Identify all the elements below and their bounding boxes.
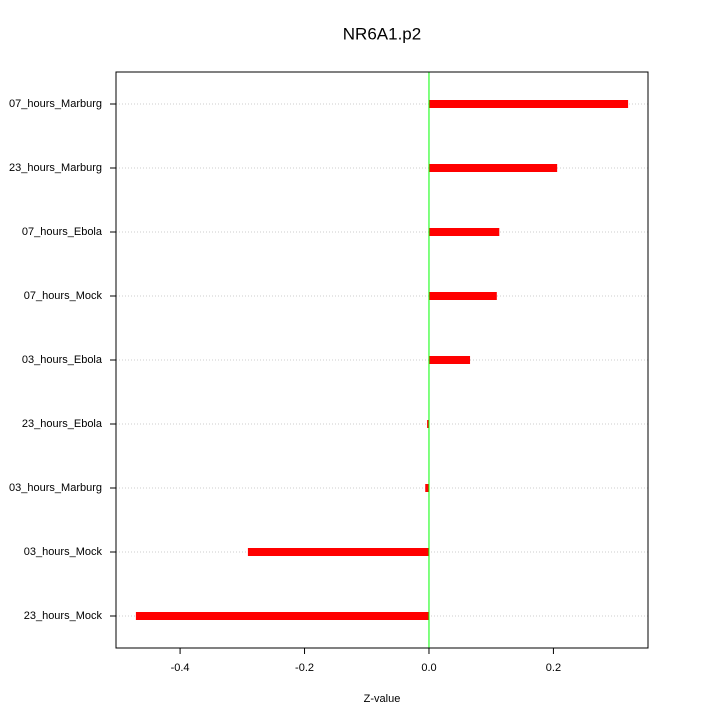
bar [247, 548, 429, 556]
y-tick-label: 03_hours_Mock [24, 546, 103, 558]
bar [427, 420, 429, 428]
bar [428, 228, 500, 236]
bar [428, 100, 629, 108]
y-tick-label: 23_hours_Mock [24, 610, 103, 622]
bar [425, 484, 429, 492]
y-tick-label: 07_hours_Marburg [9, 98, 102, 110]
y-tick-label: 07_hours_Mock [24, 290, 103, 302]
bar [428, 356, 471, 364]
x-tick-label: -0.2 [295, 662, 314, 674]
y-tick-label: 23_hours_Ebola [22, 418, 103, 430]
y-tick-label: 23_hours_Marburg [9, 162, 102, 174]
plot-frame [115, 71, 649, 649]
x-tick-label: 0.2 [546, 662, 561, 674]
bar [135, 612, 429, 620]
y-tick-label: 03_hours_Marburg [9, 482, 102, 494]
x-tick-label: -0.4 [171, 662, 190, 674]
y-tick-label: 03_hours_Ebola [22, 354, 103, 366]
chart-title: NR6A1.p2 [343, 24, 421, 43]
x-axis-label: Z-value [364, 693, 401, 705]
x-tick-label: 0.0 [421, 662, 436, 674]
bar [428, 292, 497, 300]
bar [428, 164, 558, 172]
y-tick-label: 07_hours_Ebola [22, 226, 103, 238]
